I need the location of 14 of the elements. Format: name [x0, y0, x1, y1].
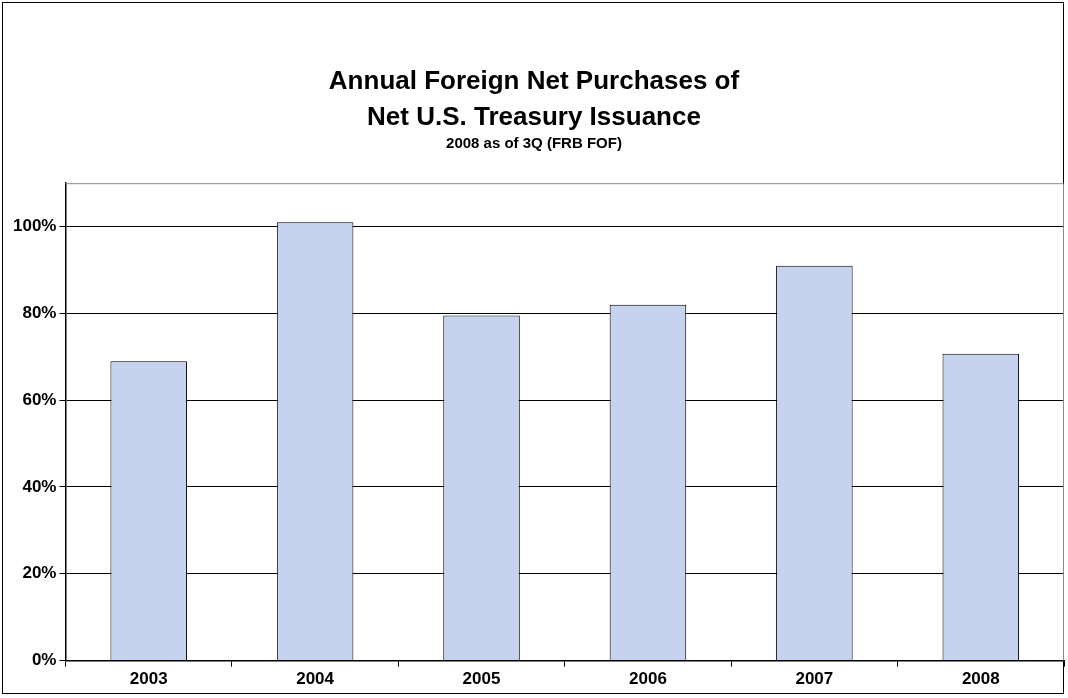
x-tick-label: 2003 — [129, 669, 168, 689]
y-tick-label: 100% — [13, 216, 57, 236]
y-tick-label: 80% — [22, 303, 57, 323]
x-tick-label: 2005 — [462, 669, 501, 689]
chart-subtitle: 2008 as of 3Q (FRB FOF) — [445, 134, 623, 151]
y-tick-label: 20% — [22, 563, 57, 583]
y-tick-label: 0% — [31, 650, 57, 670]
chart-title: Annual Foreign Net Purchases of Net U.S. Treasury Issuance — [327, 64, 741, 133]
x-tick-label: 2007 — [795, 669, 834, 689]
x-tick-label: 2004 — [296, 669, 335, 689]
x-tick-label: 2006 — [629, 669, 667, 689]
y-tick-label: 40% — [22, 476, 57, 496]
x-tick-label: 2008 — [961, 669, 1000, 689]
y-tick-label: 60% — [22, 389, 57, 409]
